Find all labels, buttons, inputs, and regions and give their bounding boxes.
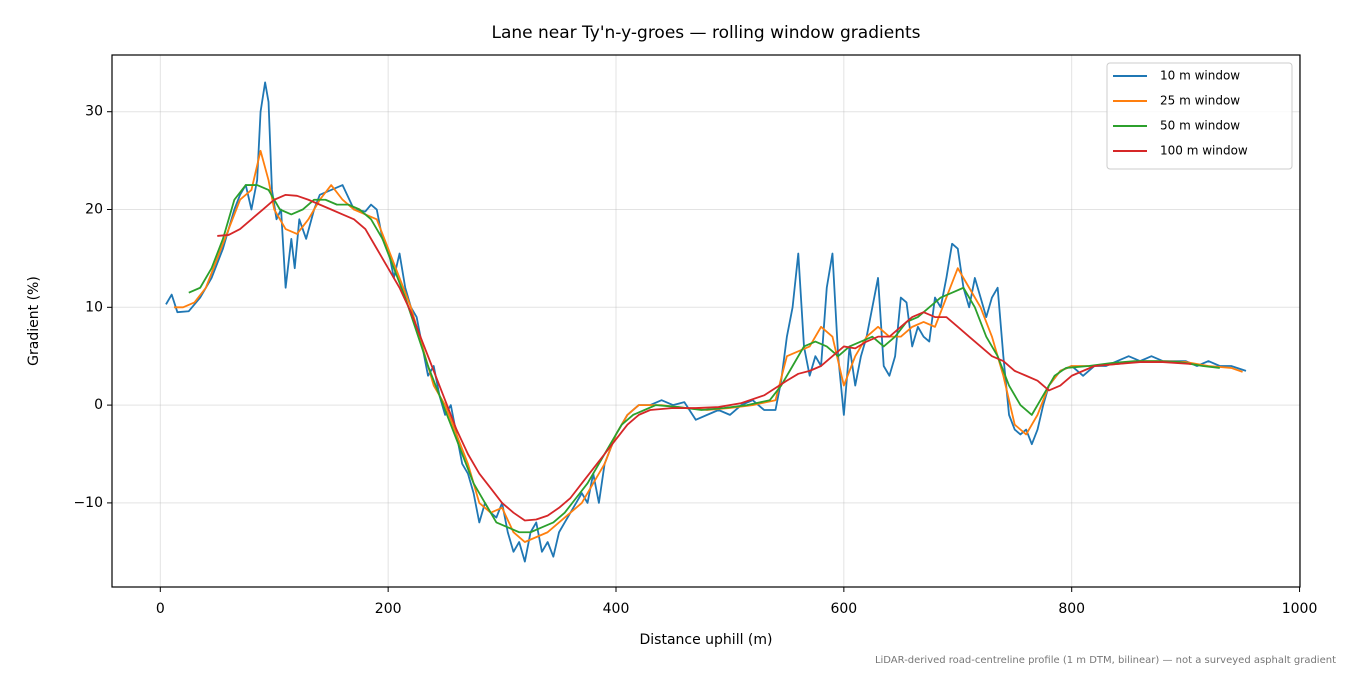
- legend-box: [1106, 62, 1293, 170]
- data-line: [188, 184, 1220, 534]
- x-tick-label: 200: [375, 601, 402, 617]
- y-tick-label: 0: [94, 397, 103, 413]
- x-tick-label: 0: [156, 601, 165, 617]
- y-tick-label: −10: [73, 495, 103, 511]
- x-tick-label: 1000: [1282, 601, 1318, 617]
- x-axis-label: Distance uphill (m): [640, 632, 773, 648]
- legend: 10 m window 25 m window 50 m window 100 m w…: [1106, 62, 1293, 170]
- y-tick-label: 10: [85, 299, 103, 315]
- legend-label: 10 m window: [1160, 69, 1240, 83]
- x-tick-label: 400: [603, 601, 630, 617]
- plot-frame: [111, 54, 1301, 588]
- y-tick-label: 30: [85, 104, 103, 120]
- y-axis-label: Gradient (%): [26, 276, 42, 366]
- chart-title: Lane near Ty'n-y-groes — rolling window …: [491, 23, 920, 43]
- legend-label: 50 m window: [1160, 119, 1240, 133]
- legend-label: 100 m window: [1160, 144, 1248, 158]
- data-line: [173, 149, 1243, 543]
- x-tick-label: 600: [830, 601, 857, 617]
- y-tick-label: 20: [85, 202, 103, 218]
- x-tick-label: 800: [1058, 601, 1085, 617]
- legend-label: 25 m window: [1160, 94, 1240, 108]
- data-line: [165, 81, 1247, 563]
- footnote: LiDAR-derived road-centreline profile (1…: [875, 655, 1336, 666]
- data-line: [217, 193, 1192, 522]
